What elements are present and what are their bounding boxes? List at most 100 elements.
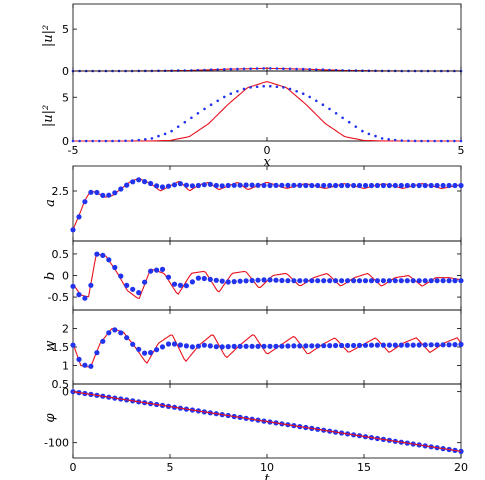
series-point-middle [104, 139, 108, 143]
series-point-b [195, 275, 201, 281]
series-point-w [106, 330, 112, 336]
series-point-b [434, 278, 440, 284]
xlabel-phi: t [264, 472, 270, 480]
series-point-b [130, 286, 136, 292]
series-point-a [106, 192, 112, 198]
series-point-middle [124, 139, 127, 143]
series-point-a [339, 182, 345, 189]
series-point-top [321, 68, 325, 71]
series-point-a [309, 182, 315, 189]
ytick-label-top: 0 [62, 65, 69, 78]
series-point-w [404, 342, 410, 348]
series-point-middle [282, 86, 285, 89]
series-point-middle [269, 84, 272, 88]
series-point-middle [150, 137, 154, 140]
series-point-middle [91, 139, 94, 143]
series-point-b [303, 278, 309, 284]
series-point-a [422, 182, 428, 189]
series-point-b [398, 278, 404, 284]
series-point-w [82, 362, 88, 368]
series-point-middle [203, 107, 206, 111]
axes-frame-b [72, 240, 462, 311]
series-point-w [452, 342, 458, 348]
series-point-a [183, 182, 189, 188]
series-point-middle [163, 132, 167, 136]
series-point-w [267, 343, 273, 349]
series-point-a [410, 182, 416, 189]
series-point-top [229, 67, 233, 71]
series-point-b [297, 278, 303, 284]
ytick-label-w: 1.5 [52, 341, 70, 354]
series-point-a [315, 182, 321, 189]
ytick-label-phi: 0 [62, 386, 69, 399]
series-point-b [428, 278, 434, 284]
series-point-a [100, 192, 106, 198]
series-point-b [362, 278, 369, 284]
series-point-b [136, 290, 142, 296]
series-point-middle [71, 139, 75, 143]
series-point-a [386, 182, 392, 189]
series-point-w [165, 341, 172, 347]
series-point-b [219, 278, 225, 284]
series-point-middle [400, 139, 404, 142]
series-point-a [392, 182, 398, 189]
xtick-label-phi: 5 [167, 461, 174, 474]
series-point-a [112, 190, 118, 196]
ytick-label-w: 1 [62, 360, 69, 373]
series-point-b [291, 278, 297, 284]
series-point-b [440, 278, 446, 284]
series-point-middle [308, 95, 312, 99]
series-point-middle [347, 120, 351, 124]
series-point-w [225, 344, 231, 350]
series-point-a [130, 179, 136, 185]
series-point-middle [387, 138, 391, 141]
series-point-b [351, 278, 357, 284]
axes-frame-top [72, 3, 462, 72]
series-point-top [308, 68, 312, 71]
series-point-top [275, 67, 279, 70]
series-point-middle [209, 103, 213, 106]
ylabel-w: w [43, 340, 58, 351]
series-point-w [142, 350, 148, 356]
xtick-label-phi: 20 [454, 461, 468, 474]
series-point-b [309, 278, 315, 284]
ylabel-phi: φ [43, 413, 58, 423]
series-point-a [440, 182, 446, 189]
series-point-a [88, 189, 94, 195]
series-point-w [243, 343, 249, 349]
series-point-middle [183, 120, 187, 124]
series-point-w [154, 347, 160, 353]
series-point-middle [361, 129, 364, 133]
series-point-middle [367, 132, 371, 136]
ylabel-top: |u|² [41, 25, 56, 47]
series-point-a [351, 182, 357, 189]
series-point-b [94, 251, 100, 257]
series-point-w [422, 342, 428, 348]
series-point-middle [78, 139, 81, 143]
series-line-w [72, 327, 462, 368]
series-point-w [428, 342, 434, 348]
series-point-middle [433, 139, 437, 143]
series-point-b [165, 274, 172, 280]
series-point-a [297, 182, 303, 188]
series-point-middle [275, 85, 279, 89]
series-point-middle [328, 107, 331, 111]
series-point-a [76, 214, 82, 220]
series-point-a [446, 182, 452, 189]
series-point-w [392, 342, 398, 348]
series-point-w [70, 342, 76, 348]
series-point-middle [321, 103, 325, 106]
series-point-b [231, 279, 237, 285]
series-point-b [183, 283, 189, 289]
series-point-b [82, 295, 88, 301]
series-point-a [267, 182, 273, 189]
axes-frame-a [72, 165, 462, 242]
series-point-a [368, 182, 375, 189]
series-point-b [148, 268, 154, 274]
series-point-a [374, 182, 380, 189]
series-line-b [72, 253, 462, 300]
series-point-top [347, 69, 351, 72]
ytick-label-w: 0.5 [52, 378, 70, 391]
series-point-w [195, 343, 201, 349]
series-point-b [285, 278, 291, 284]
